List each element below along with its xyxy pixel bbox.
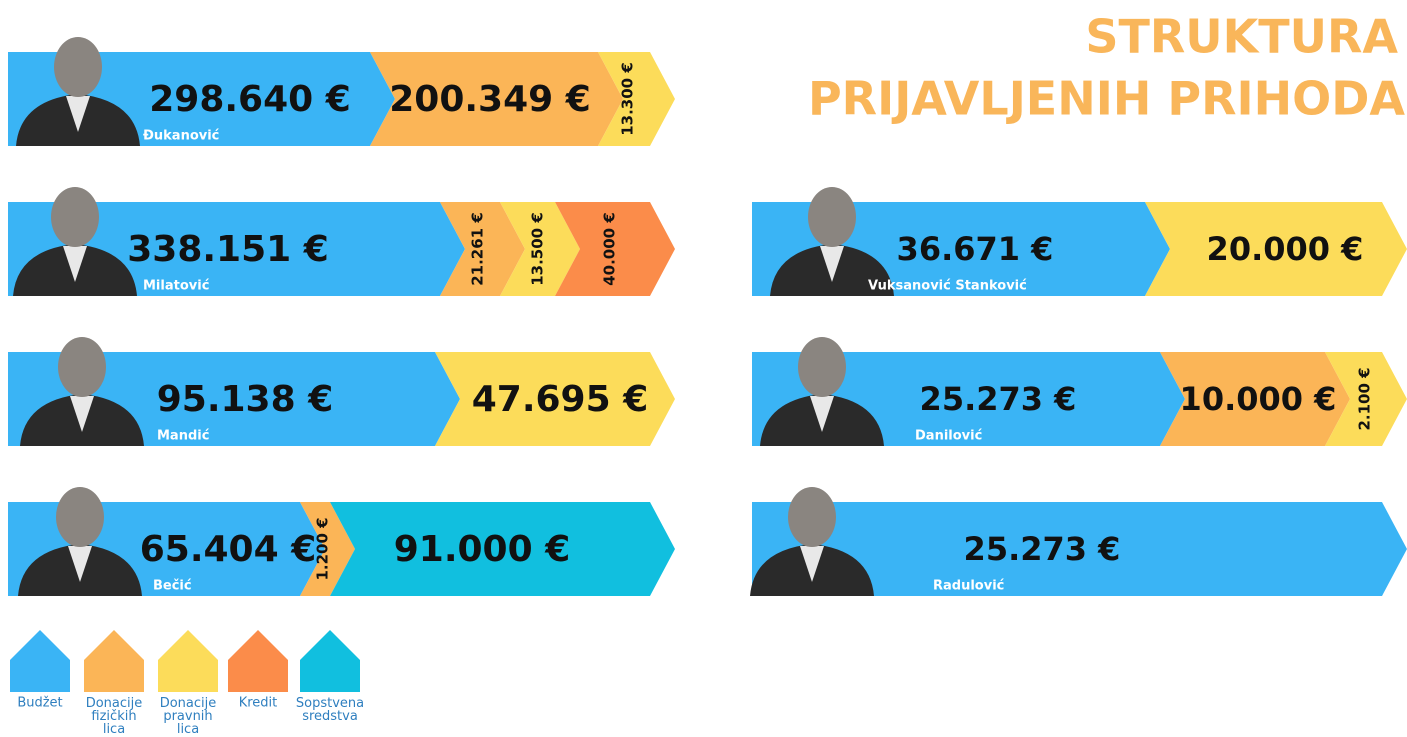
segment-label: 13.500 € <box>529 212 547 286</box>
legend-swatch <box>228 630 288 692</box>
photo-head <box>798 337 846 397</box>
segment-label: 338.151 € <box>127 229 329 270</box>
segment-label: 1.200 € <box>314 517 332 580</box>
person-name: Vuksanović Stanković <box>868 279 1027 294</box>
photo-head <box>58 337 106 397</box>
title-line: PRIJAVLJENIH PRIHODA <box>808 72 1405 126</box>
segment-label: 13.300 € <box>619 62 637 136</box>
photo-head <box>51 187 99 247</box>
photo-head <box>56 487 104 547</box>
segment-label: 21.261 € <box>469 212 487 286</box>
photo-head <box>788 487 836 547</box>
person-name: Đukanović <box>143 129 220 144</box>
person-name: Radulović <box>933 579 1005 594</box>
segment-label: 200.349 € <box>389 79 591 120</box>
segment-label: 36.671 € <box>897 230 1054 268</box>
person-name: Danilović <box>915 429 983 444</box>
legend-label-line: lica <box>177 722 199 737</box>
legend-swatch <box>84 630 144 692</box>
segment-label: 95.138 € <box>157 379 334 420</box>
legend-label-line: sredstva <box>302 709 358 724</box>
person-name: Milatović <box>143 279 210 294</box>
segment-label: 65.404 € <box>140 529 317 570</box>
segment-label: 298.640 € <box>149 79 351 120</box>
title-line: STRUKTURA <box>1085 10 1398 64</box>
legend-swatch <box>10 630 70 692</box>
segment-label: 47.695 € <box>472 379 649 420</box>
person-name: Bečić <box>153 579 192 594</box>
segment-label: 2.100 € <box>1356 367 1374 430</box>
legend-label-line: lica <box>103 722 125 737</box>
legend-swatch <box>300 630 360 692</box>
segment-label: 20.000 € <box>1207 230 1364 268</box>
segment-label: 25.273 € <box>964 530 1121 568</box>
photo-head <box>808 187 856 247</box>
legend-swatch <box>158 630 218 692</box>
segment-label: 10.000 € <box>1180 380 1337 418</box>
infographic: STRUKTURA PRIJAVLJENIH PRIHODA Đukanović… <box>0 0 1407 737</box>
legend-label: Kredit <box>239 696 278 711</box>
legend-label: Budžet <box>17 696 62 711</box>
person-name: Mandić <box>157 429 210 444</box>
segment-label: 91.000 € <box>394 529 571 570</box>
photo-head <box>54 37 102 97</box>
segment-label: 40.000 € <box>601 212 619 286</box>
segment-label: 25.273 € <box>920 380 1077 418</box>
